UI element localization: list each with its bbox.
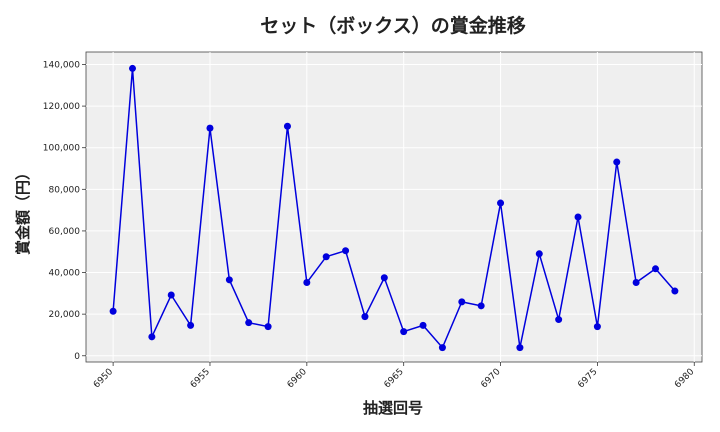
data-point bbox=[652, 265, 660, 273]
grid bbox=[86, 52, 702, 362]
x-tick-label: 6955 bbox=[189, 367, 212, 390]
data-point bbox=[206, 124, 214, 132]
data-point bbox=[535, 250, 543, 258]
y-tick-label: 100,000 bbox=[43, 144, 80, 154]
data-point bbox=[361, 313, 369, 321]
x-tick-label: 6960 bbox=[286, 367, 309, 390]
data-point bbox=[477, 302, 485, 310]
data-point bbox=[167, 291, 175, 299]
data-point bbox=[342, 247, 350, 255]
y-tick-label: 20,000 bbox=[49, 310, 81, 320]
data-point bbox=[264, 323, 272, 331]
data-point bbox=[419, 321, 427, 329]
chart-title: セット（ボックス）の賞金推移 bbox=[260, 14, 525, 37]
data-point bbox=[632, 279, 640, 287]
series-line bbox=[112, 68, 676, 350]
data-point bbox=[671, 287, 679, 295]
x-tick-label: 6980 bbox=[673, 367, 696, 390]
data-point bbox=[497, 199, 505, 207]
data-point bbox=[303, 279, 311, 287]
y-tick-label: 60,000 bbox=[49, 227, 81, 237]
data-point bbox=[380, 274, 388, 282]
data-point bbox=[322, 253, 330, 261]
y-tick-label: 0 bbox=[74, 352, 80, 362]
y-tick-label: 40,000 bbox=[49, 269, 81, 279]
plot-area bbox=[85, 51, 703, 363]
series-group bbox=[109, 64, 679, 352]
data-point bbox=[283, 122, 291, 130]
x-tick-label: 6950 bbox=[92, 367, 115, 390]
data-point bbox=[613, 158, 621, 166]
x-tick-label: 6970 bbox=[479, 367, 502, 390]
y-tick-label: 140,000 bbox=[43, 60, 80, 70]
data-point bbox=[555, 316, 563, 324]
data-point bbox=[187, 321, 195, 329]
data-point bbox=[128, 64, 136, 72]
y-tick-label: 80,000 bbox=[49, 185, 81, 195]
data-point bbox=[148, 333, 156, 341]
data-point bbox=[516, 344, 524, 352]
data-point bbox=[593, 323, 601, 331]
data-point bbox=[225, 276, 233, 284]
x-tick-label: 6965 bbox=[383, 367, 406, 390]
data-point bbox=[400, 328, 408, 336]
data-point bbox=[438, 344, 446, 352]
data-point bbox=[109, 307, 117, 315]
data-point bbox=[458, 298, 466, 306]
x-tick-label: 6975 bbox=[576, 367, 599, 390]
y-axis-label: 賞金額（円） bbox=[14, 165, 32, 255]
data-point bbox=[574, 213, 582, 221]
data-point bbox=[245, 319, 253, 327]
x-axis-label: 抽選回号 bbox=[363, 399, 423, 417]
y-tick-label: 120,000 bbox=[43, 102, 80, 112]
